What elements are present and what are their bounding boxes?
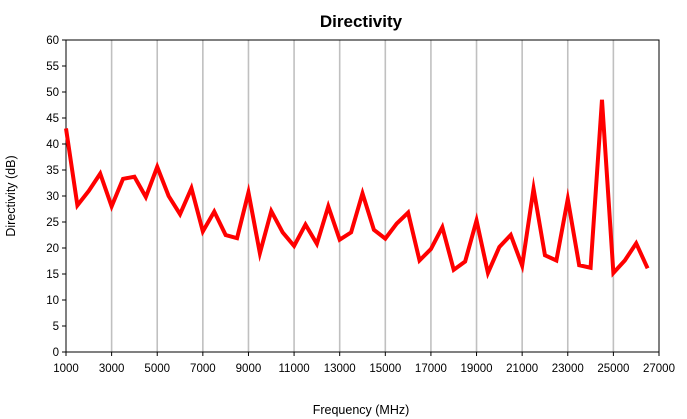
x-tick-label: 17000 — [415, 363, 447, 375]
y-tick-label: 5 — [53, 321, 59, 333]
gridlines — [110, 40, 615, 352]
y-tick-label: 20 — [46, 243, 59, 255]
y-tick-label: 45 — [46, 113, 59, 125]
x-tick-label: 23000 — [552, 363, 584, 375]
x-tick-label: 7000 — [190, 363, 216, 375]
x-tick-label: 1000 — [53, 363, 79, 375]
chart-title: Directivity — [320, 12, 403, 31]
x-tick-label: 27000 — [643, 363, 675, 375]
y-tick-label: 60 — [46, 35, 59, 47]
y-tick-label: 0 — [53, 347, 59, 359]
x-tick-label: 9000 — [236, 363, 262, 375]
y-axis-label: Directivity (dB) — [4, 155, 18, 236]
x-tick-label: 13000 — [324, 363, 356, 375]
y-tick-label: 10 — [46, 295, 59, 307]
x-tick-label: 5000 — [144, 363, 170, 375]
y-tick-label: 50 — [46, 87, 59, 99]
x-tick-label: 3000 — [99, 363, 125, 375]
y-tick-label: 55 — [46, 61, 59, 73]
y-tick-label: 30 — [46, 191, 59, 203]
x-tick-label: 21000 — [506, 363, 538, 375]
y-tick-label: 35 — [46, 165, 59, 177]
x-axis-label: Frequency (MHz) — [313, 403, 410, 417]
series-layer — [64, 99, 650, 280]
y-axis-ticks: 0 5 10 15 20 25 30 35 40 45 50 55 60 — [46, 35, 66, 359]
y-tick-label: 15 — [46, 269, 59, 281]
y-tick-label: 25 — [46, 217, 59, 229]
x-axis-ticks: 1000 3000 5000 7000 9000 11000 13000 15000 17000… — [53, 352, 675, 375]
x-tick-label: 19000 — [461, 363, 493, 375]
x-tick-label: 11000 — [279, 363, 310, 375]
directivity-series-line — [64, 99, 650, 280]
x-tick-label: 25000 — [597, 363, 629, 375]
x-tick-label: 15000 — [369, 363, 401, 375]
y-tick-label: 40 — [46, 139, 59, 151]
